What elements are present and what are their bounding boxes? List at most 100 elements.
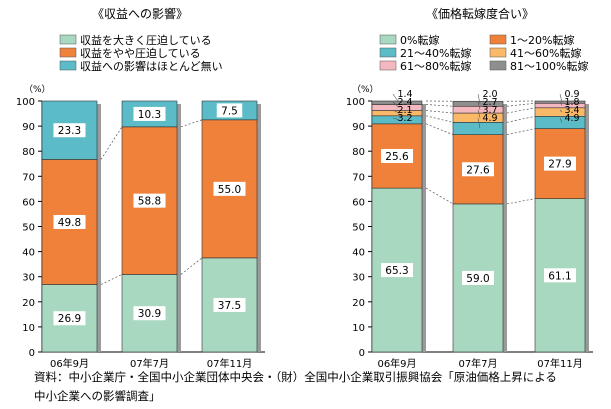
legend-label: 収益をやや圧迫している (80, 46, 201, 60)
legend-swatch (59, 34, 77, 45)
bar-shadow (177, 104, 181, 352)
value-label: 2.4 (397, 97, 412, 108)
leader-line (392, 117, 400, 121)
value-label: 58.8 (138, 196, 161, 208)
connector-line (425, 123, 454, 135)
x-tick-label: 07年7月 (458, 357, 497, 370)
connector-line (100, 274, 123, 285)
value-label: 23.3 (58, 125, 81, 137)
connector-line (180, 257, 203, 275)
leader-line (477, 101, 481, 110)
leader-line (392, 109, 400, 114)
connector-line (506, 128, 536, 135)
leader-line (477, 93, 481, 104)
value-label-bg (133, 193, 166, 208)
y-tick-label: 20 (352, 298, 365, 309)
value-label: 59.0 (466, 273, 489, 285)
value-label-bg (462, 270, 494, 285)
legend-swatch (379, 60, 397, 71)
y-tick-label: 100 (346, 97, 365, 108)
value-label: 10.3 (138, 109, 161, 121)
bar-shadow (257, 104, 261, 352)
y-tick-label: 20 (22, 298, 35, 309)
value-label-bg (544, 268, 576, 283)
value-label: 3.2 (397, 113, 412, 124)
leader-line (559, 117, 563, 123)
x-tick-label: 07年11月 (207, 357, 252, 370)
value-label-bg (53, 311, 86, 326)
y-tick-label: 30 (352, 273, 365, 284)
value-label: 2.1 (397, 105, 412, 116)
legend-label: 収益を大きく圧迫している (80, 33, 212, 47)
unit-label: （%） (24, 84, 51, 95)
legend-label: 収益への影響はほとんど無い (80, 59, 223, 73)
legend-label: 61～80%転嫁 (400, 59, 471, 73)
source-note: 資料：中小企業庁・全国中小企業団体中央会・（財）全国中小企業取引振興協会「原油価… (34, 370, 557, 403)
value-label: 4.9 (564, 113, 579, 124)
y-tick-label: 10 (22, 323, 35, 334)
connector-line (425, 187, 454, 205)
legend-label: 41～60%転嫁 (510, 46, 581, 60)
y-tick-label: 80 (22, 147, 35, 158)
legend-swatch (59, 47, 77, 58)
y-tick-label: 90 (22, 122, 35, 133)
value-label-bg (544, 156, 576, 171)
x-tick-label: 07年11月 (537, 357, 582, 370)
leader-line (559, 101, 563, 106)
y-tick-label: 0 (359, 348, 365, 359)
value-label: 27.6 (466, 164, 490, 176)
connector-line (506, 107, 536, 114)
y-tick-label: 100 (16, 97, 35, 108)
bar-shadow (585, 104, 589, 352)
legend-swatch (489, 60, 507, 71)
x-tick-label: 06年9月 (377, 357, 416, 370)
y-tick-label: 70 (352, 172, 365, 183)
value-label: 65.3 (385, 265, 408, 277)
value-label: 4.9 (482, 113, 497, 124)
value-label: 61.1 (548, 270, 571, 282)
bar-segment (452, 122, 504, 135)
leader-line (559, 93, 563, 103)
chart-title: 《価格転嫁度合い》 (426, 6, 534, 21)
value-label: 1.8 (564, 97, 579, 108)
connector-line (100, 126, 123, 160)
bar-segment (371, 100, 423, 105)
y-tick-label: 40 (352, 248, 365, 259)
y-tick-label: 80 (352, 147, 365, 158)
y-tick-label: 30 (22, 273, 35, 284)
legend-swatch (489, 34, 507, 45)
legend-swatch (379, 47, 397, 58)
value-label: 1.4 (397, 89, 412, 100)
legend-swatch (379, 34, 397, 45)
connector-line (425, 110, 454, 114)
y-tick-label: 60 (22, 197, 35, 208)
y-tick-label: 40 (22, 248, 35, 259)
bar-shadow (503, 104, 507, 352)
value-label: 3.7 (482, 105, 497, 116)
leader-line (477, 109, 481, 118)
value-label: 25.6 (385, 151, 409, 163)
bar-shadow (97, 104, 101, 352)
legend-label: 1～20%転嫁 (510, 33, 574, 47)
leader-line (392, 93, 400, 103)
connector-line (425, 104, 454, 107)
value-label-bg (133, 106, 166, 121)
unit-label: （%） (352, 84, 379, 95)
value-label: 27.9 (548, 159, 571, 171)
value-label: 37.5 (218, 300, 241, 312)
x-tick-label: 07年7月 (130, 357, 169, 370)
value-label: 7.5 (221, 105, 238, 117)
y-tick-label: 60 (352, 197, 365, 208)
value-label-bg (133, 306, 166, 321)
y-tick-label: 0 (29, 348, 35, 359)
connector-line (506, 102, 536, 107)
legend-label: 81～100%転嫁 (510, 59, 588, 73)
value-label: 30.9 (138, 308, 161, 320)
value-label-bg (53, 214, 86, 229)
connector-line (506, 198, 536, 205)
value-label-bg (213, 181, 246, 196)
connector-line (506, 115, 536, 123)
leader-line (559, 109, 563, 113)
connector-line (180, 119, 203, 128)
connector-line (425, 115, 454, 123)
